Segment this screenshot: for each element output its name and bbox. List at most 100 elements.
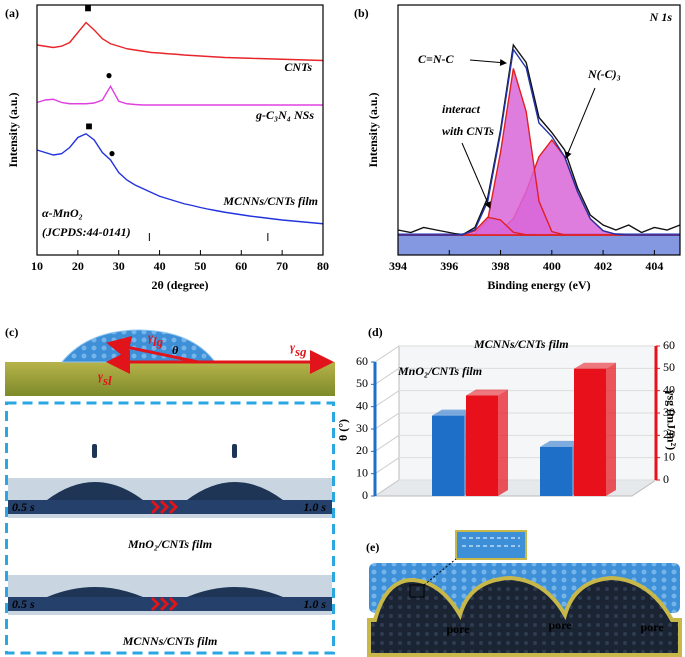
x-tick-label: 60 (235, 259, 247, 273)
x-tick-label: 400 (543, 259, 561, 273)
grid-line (374, 479, 400, 497)
y-tick-label: 10 (356, 465, 368, 479)
annotation: with CNTs (442, 124, 494, 138)
baseline-band (398, 233, 680, 255)
category-label: MCNNs/CNTs film (473, 337, 569, 351)
y2-tick-label: 30 (663, 405, 675, 419)
peak-area (398, 68, 680, 236)
force-arrow (106, 335, 199, 364)
data-line (36, 84, 323, 106)
annotation: N(-C)₃ (587, 67, 621, 81)
droplet (47, 587, 143, 597)
angle-label: θ (172, 343, 179, 357)
chevron (150, 596, 161, 612)
chevron (168, 596, 179, 612)
time-label: 1.0 s (303, 500, 326, 514)
panel-label: (e) (366, 540, 379, 554)
droplet (47, 482, 143, 500)
y-tick-label: 30 (356, 421, 368, 435)
chevron (150, 499, 161, 515)
bar-front (432, 415, 464, 496)
film-caption: MnO₂/CNTs film (127, 537, 212, 551)
bar-front (574, 368, 606, 496)
y2-tick-label: 10 (663, 449, 675, 463)
time-label: 0.5 s (12, 597, 35, 611)
chevron (159, 499, 170, 515)
data-line (36, 21, 324, 62)
inset-source (409, 584, 425, 598)
frame-box (5, 401, 335, 655)
reference-label: (JCPDS:44-0141) (42, 225, 131, 239)
bar (466, 389, 508, 496)
x-axis-label: Binding energy (eV) (487, 278, 590, 292)
symbol: γ (148, 330, 153, 344)
bar-top (466, 389, 508, 396)
grid-line (374, 390, 400, 408)
x-tick-label: 404 (645, 259, 663, 273)
y-axis-label: Intensity (a.u.) (366, 92, 380, 167)
annotation-arrow (469, 59, 507, 66)
chevron (159, 596, 170, 612)
category-label: MnO₂/CNTs film (397, 364, 482, 378)
force-label: γsl (98, 369, 112, 388)
y-axis-label: Intensity (a.u.) (6, 92, 20, 167)
y-tick-label: 50 (356, 376, 368, 390)
droplet (187, 587, 283, 597)
bar-front (466, 395, 498, 496)
subscript: sg (294, 344, 307, 359)
grid-line (374, 345, 400, 363)
y-tick-label: 20 (356, 443, 368, 457)
needle (232, 444, 237, 458)
bar-front (540, 446, 572, 496)
grid-line (374, 412, 400, 430)
substrate-strip (8, 597, 332, 611)
x-tick-label: 398 (492, 259, 510, 273)
series-label: g-C₃N₄ NSs (255, 108, 314, 122)
x-tick-label: 30 (113, 259, 125, 273)
phase-marker: ■ (84, 1, 91, 15)
y2-tick-label: 60 (663, 338, 675, 352)
x-tick-label: 394 (389, 259, 407, 273)
substrate (5, 362, 335, 396)
data-line (397, 43, 681, 236)
panel-label: (b) (354, 6, 369, 20)
droplet (187, 482, 283, 500)
annotation: interact (442, 102, 481, 116)
symbol: γ (98, 369, 103, 383)
panel-label: (d) (368, 325, 383, 339)
time-label: 1.0 s (303, 597, 326, 611)
data-line (36, 132, 324, 225)
substrate-strip (8, 500, 332, 514)
inset-link (423, 558, 457, 586)
x-tick-label: 40 (154, 259, 166, 273)
chart-title: N 1s (649, 10, 673, 24)
x-tick-label: 10 (31, 259, 43, 273)
y2-tick-label: 50 (663, 360, 675, 374)
x-axis-label: 2θ (degree) (151, 278, 208, 292)
subscript: lg (153, 334, 164, 349)
y-tick-label: 0 (362, 488, 368, 502)
bar-top (432, 409, 474, 416)
data-line (398, 47, 680, 236)
bar-side (498, 389, 508, 496)
y-tick-label: 60 (356, 354, 368, 368)
phase-marker: ■ (85, 119, 92, 133)
chevron (168, 499, 179, 515)
pore-label: pore (548, 618, 572, 632)
y2-tick-label: 0 (663, 472, 669, 486)
y-tick-label: 40 (356, 398, 368, 412)
y-axis-label: θ (°) (336, 419, 350, 441)
plot-frame (397, 4, 681, 256)
grid-line (374, 367, 400, 385)
series-label: MCNNs/CNTs film (222, 194, 318, 208)
panel-label: (c) (5, 325, 18, 339)
reference-label: α-MnO₂ (42, 206, 83, 220)
droplet (60, 329, 216, 363)
annotation: C=N-C (418, 52, 455, 66)
annotation-arrow (565, 87, 596, 159)
x-tick-label: 396 (440, 259, 458, 273)
needle (92, 444, 97, 458)
bar-side (606, 362, 616, 496)
phase-marker: ● (108, 146, 115, 160)
inset (455, 530, 527, 560)
